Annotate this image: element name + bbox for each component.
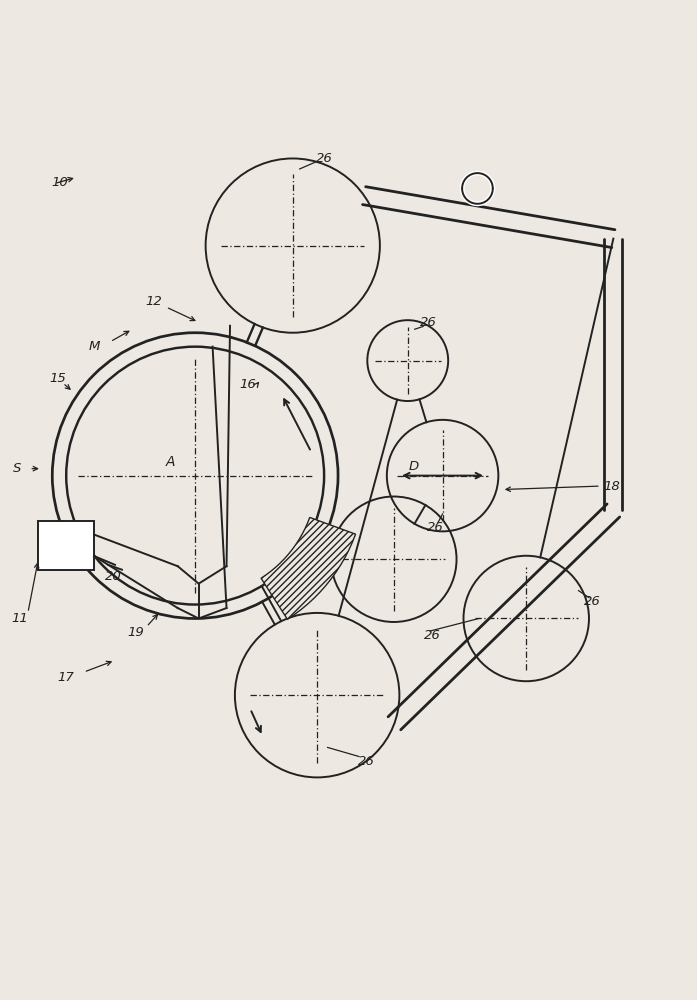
Text: 26: 26 (427, 521, 444, 534)
Text: S: S (13, 462, 22, 475)
Text: A: A (166, 455, 176, 469)
Text: 20: 20 (105, 570, 122, 583)
Text: 10: 10 (51, 176, 68, 189)
Text: 26: 26 (316, 152, 332, 165)
Polygon shape (261, 517, 355, 619)
Text: 11: 11 (11, 612, 28, 625)
Text: 16: 16 (239, 378, 256, 391)
Text: M: M (89, 340, 100, 353)
Text: 15: 15 (49, 372, 66, 385)
Text: 26: 26 (358, 755, 374, 768)
Text: 19: 19 (128, 626, 144, 639)
Text: 17: 17 (58, 671, 75, 684)
Text: 18: 18 (603, 480, 620, 493)
Text: D: D (408, 460, 418, 473)
Bar (38, 521, 94, 570)
Text: 12: 12 (145, 295, 162, 308)
Text: 26: 26 (584, 595, 601, 608)
Text: 26: 26 (424, 629, 441, 642)
Text: 26: 26 (420, 316, 437, 329)
